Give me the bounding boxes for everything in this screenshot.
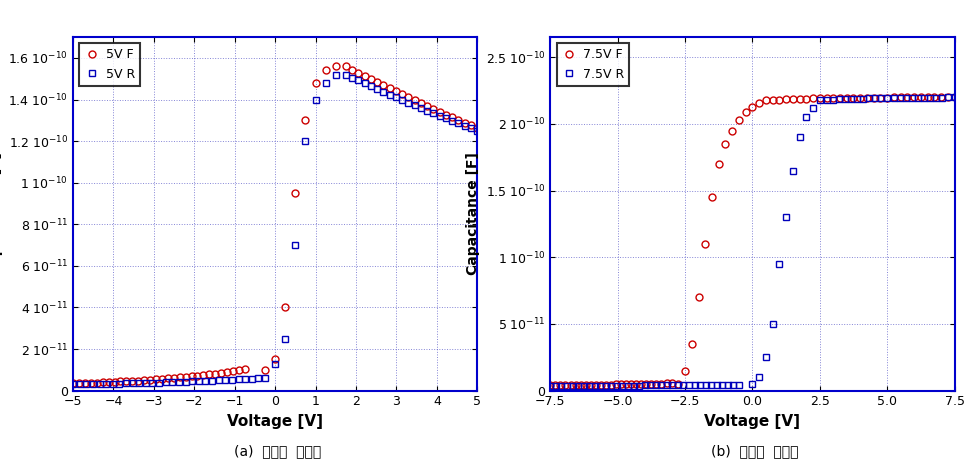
5V F <box>186 373 198 379</box>
5V R <box>330 72 342 77</box>
5V R <box>378 89 390 94</box>
7.5V R <box>773 261 785 267</box>
X-axis label: Voltage [V]: Voltage [V] <box>227 414 323 429</box>
7.5V F <box>620 381 632 387</box>
Line: 5V R: 5V R <box>69 71 481 388</box>
7.5V R <box>633 383 645 388</box>
Text: (a)  전자빔  조사전: (a) 전자빔 조사전 <box>234 445 321 458</box>
5V R <box>167 379 178 385</box>
7.5V R <box>544 383 556 389</box>
7.5V R <box>627 383 639 388</box>
7.5V R <box>906 95 918 100</box>
5V F <box>156 376 168 382</box>
5V R <box>107 381 119 386</box>
5V R <box>127 380 138 386</box>
5V R <box>81 381 93 387</box>
X-axis label: Voltage [V]: Voltage [V] <box>704 414 801 429</box>
7.5V F <box>949 94 960 100</box>
7.5V F <box>544 383 556 388</box>
7.5V F <box>686 341 697 347</box>
5V F <box>471 125 483 131</box>
5V F <box>340 64 352 69</box>
7.5V F <box>595 382 607 387</box>
7.5V F <box>841 95 852 101</box>
Legend: 7.5V F, 7.5V R: 7.5V F, 7.5V R <box>556 43 629 86</box>
7.5V R <box>936 95 948 100</box>
7.5V R <box>767 321 778 327</box>
5V R <box>67 382 79 387</box>
7.5V F <box>706 194 718 200</box>
Y-axis label: Capacitance [F]: Capacitance [F] <box>0 153 3 275</box>
Line: 5V F: 5V F <box>69 63 481 387</box>
Legend: 5V F, 5V R: 5V F, 5V R <box>79 43 140 86</box>
Y-axis label: Capacitance [F]: Capacitance [F] <box>467 153 480 275</box>
Line: 7.5V R: 7.5V R <box>546 94 958 389</box>
7.5V F <box>921 94 933 100</box>
5V F <box>180 374 192 380</box>
5V F <box>330 64 342 69</box>
7.5V R <box>949 95 960 100</box>
5V F <box>127 378 138 384</box>
Line: 7.5V F: 7.5V F <box>546 94 958 389</box>
5V R <box>269 361 281 366</box>
5V F <box>67 380 79 386</box>
5V R <box>471 128 483 133</box>
5V F <box>168 375 179 381</box>
Text: (b)  전자빔  조사전: (b) 전자빔 조사전 <box>711 445 799 458</box>
